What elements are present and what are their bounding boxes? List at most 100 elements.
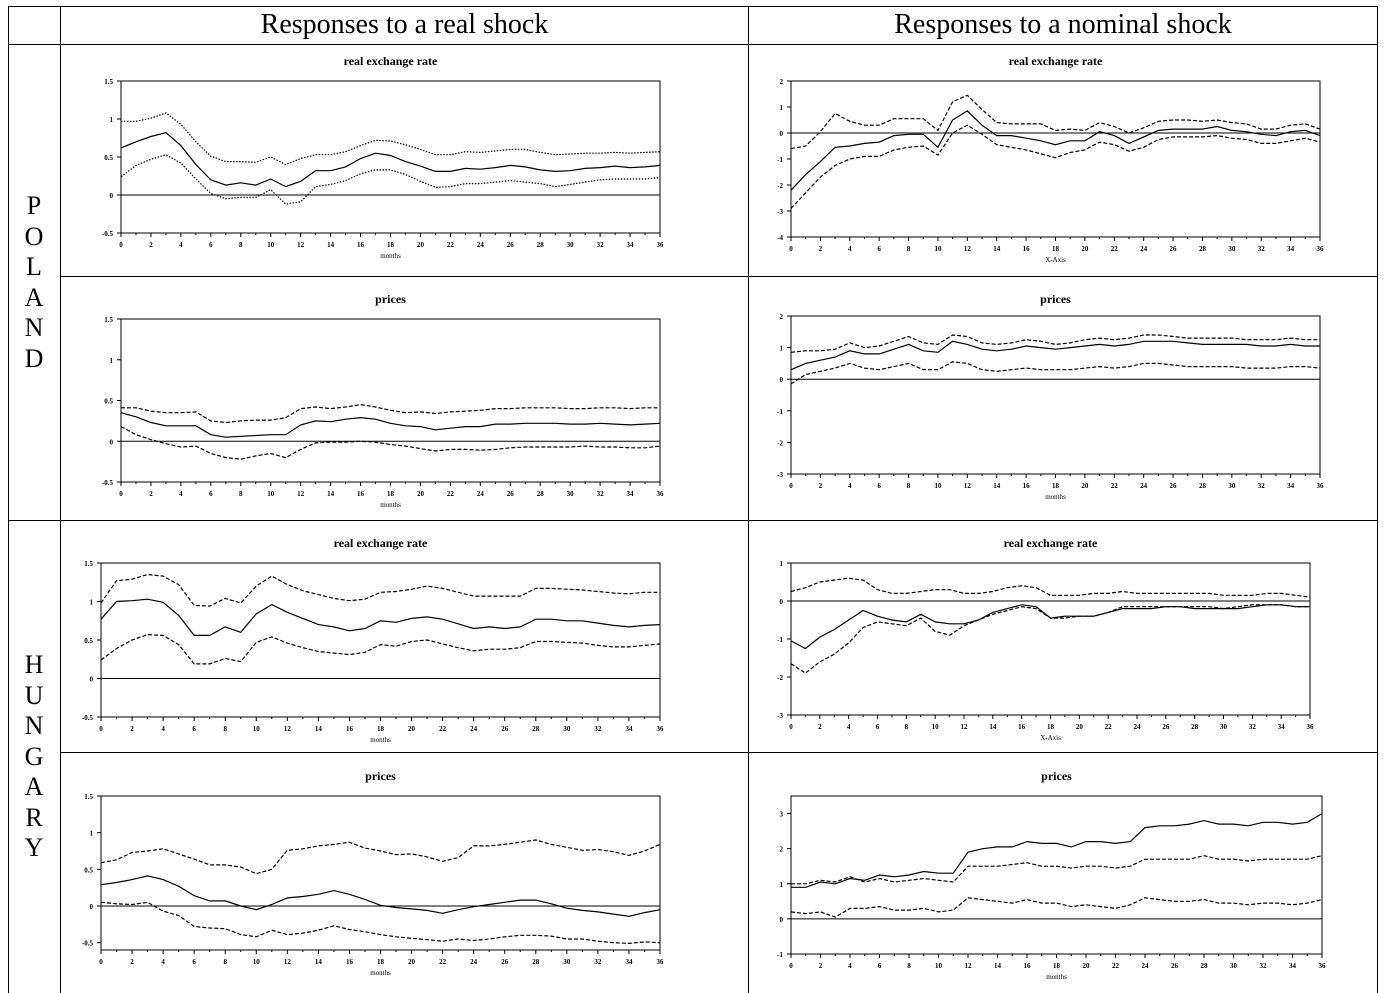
x-tick-label: 36	[1317, 482, 1325, 490]
x-tick-label: 0	[789, 723, 793, 731]
x-tick-label: 36	[657, 958, 665, 966]
y-tick-label: 1.5	[84, 793, 93, 801]
chart-title: real exchange rate	[1004, 536, 1098, 550]
x-axis-label: months	[380, 252, 401, 260]
x-tick-label: 4	[848, 245, 852, 253]
y-tick-label: 0.5	[104, 154, 113, 162]
country-letter: G	[24, 741, 44, 771]
x-tick-label: 4	[161, 958, 165, 966]
y-tick-label: 0	[90, 676, 94, 684]
x-tick-label: 2	[819, 245, 823, 253]
x-tick-label: 30	[1230, 962, 1238, 970]
x-tick-label: 20	[408, 958, 416, 966]
x-tick-label: 36	[657, 725, 665, 733]
chart-hungary-real-shock-prices: prices-0.500.511.50 2 4 6 8 10 12 14 16 18 20 22 24 2…	[82, 769, 665, 977]
x-tick-label: 14	[989, 723, 997, 731]
x-axis-label: months	[1046, 973, 1067, 981]
y-tick-label: 1	[90, 599, 94, 607]
plot-frame	[790, 315, 1321, 475]
x-tick-label: 2	[819, 962, 823, 970]
x-tick-label: 20	[1083, 962, 1091, 970]
x-tick-label: 26	[1171, 962, 1179, 970]
x-tick-label: 16	[357, 241, 365, 249]
x-tick-label: 34	[627, 490, 635, 498]
x-tick-label: 2	[149, 241, 153, 249]
x-tick-label: 14	[993, 245, 1001, 253]
y-tick-label: 1	[90, 830, 94, 838]
x-tick-label: 8	[907, 245, 911, 253]
x-tick-label: 26	[507, 241, 515, 249]
x-tick-label: 18	[1052, 245, 1060, 253]
x-tick-label: 8	[907, 482, 911, 490]
x-tick-label: 20	[1076, 723, 1084, 731]
x-tick-label: 6	[209, 241, 213, 249]
x-tick-label: 24	[477, 241, 485, 249]
x-tick-label: 16	[1023, 245, 1031, 253]
plot-frame	[120, 318, 661, 483]
x-tick-label: 6	[877, 482, 881, 490]
x-tick-label: 6	[878, 962, 882, 970]
x-tick-label: 18	[377, 725, 385, 733]
x-tick-label: 2	[149, 490, 153, 498]
x-axis-label: months	[370, 969, 391, 977]
country-letter: L	[26, 252, 42, 281]
plot-frame	[790, 795, 1323, 955]
y-tick-label: -0.5	[82, 940, 94, 948]
table-row-divider	[8, 520, 1378, 521]
country-letter: D	[24, 343, 44, 373]
x-tick-label: 6	[209, 490, 213, 498]
impulse-response-line	[790, 340, 1320, 371]
y-tick-label: -3	[777, 471, 783, 479]
x-tick-label: 20	[408, 725, 416, 733]
x-tick-label: 8	[239, 490, 243, 498]
confidence-band-line	[100, 573, 660, 607]
x-axis-label: X-Axis	[1045, 256, 1066, 264]
y-tick-label: 0.5	[84, 866, 93, 874]
table-column-divider	[60, 6, 61, 993]
y-tick-label: 0	[780, 130, 784, 138]
y-tick-label: -0.5	[82, 714, 94, 722]
table-header-divider	[8, 44, 1378, 45]
x-tick-label: 16	[1024, 962, 1032, 970]
x-tick-label: 28	[532, 958, 540, 966]
x-tick-label: 18	[1053, 962, 1061, 970]
x-tick-label: 10	[935, 962, 943, 970]
country-letter: U	[24, 680, 44, 710]
x-tick-label: 28	[1199, 482, 1207, 490]
confidence-band-line	[791, 855, 1323, 885]
x-tick-label: 20	[1081, 245, 1089, 253]
x-tick-label: 10	[253, 958, 261, 966]
chart-poland-real-shock-prices: prices-0.500.511.50 2 4 6 8 10 12 14 16 18 20 22 24 2…	[102, 292, 664, 509]
table-column-divider	[748, 6, 749, 993]
x-tick-label: 24	[477, 490, 485, 498]
x-tick-label: 32	[1258, 482, 1266, 490]
x-tick-label: 12	[297, 241, 305, 249]
x-tick-label: 12	[964, 245, 972, 253]
y-tick-label: 0	[780, 916, 784, 924]
x-tick-label: 26	[1170, 245, 1178, 253]
plot-frame	[790, 80, 1321, 238]
x-tick-label: 12	[297, 490, 305, 498]
country-letter: N	[24, 711, 44, 741]
x-tick-label: 32	[1258, 245, 1266, 253]
x-tick-label: 30	[563, 958, 571, 966]
y-tick-label: -0.5	[102, 479, 114, 487]
chart-poland-real-shock-exchange-rate: real exchange rate-0.500.511.50 2 4 6 8 10 12 1…	[102, 54, 664, 260]
x-tick-label: 14	[315, 958, 323, 966]
confidence-band-line	[121, 112, 661, 166]
x-tick-label: 4	[847, 723, 851, 731]
y-tick-label: -3	[777, 208, 783, 216]
x-tick-label: 32	[597, 490, 605, 498]
y-tick-label: 2	[780, 313, 784, 321]
x-tick-label: 0	[99, 725, 103, 733]
x-tick-label: 22	[1112, 962, 1120, 970]
confidence-band-line	[790, 94, 1321, 150]
confidence-band-line	[120, 426, 661, 460]
x-tick-label: 16	[1018, 723, 1026, 731]
header-real-shock: Responses to a real shock	[260, 9, 549, 40]
x-tick-label: 4	[179, 241, 183, 249]
country-letter: N	[24, 313, 44, 342]
y-tick-label: -1	[777, 408, 783, 416]
